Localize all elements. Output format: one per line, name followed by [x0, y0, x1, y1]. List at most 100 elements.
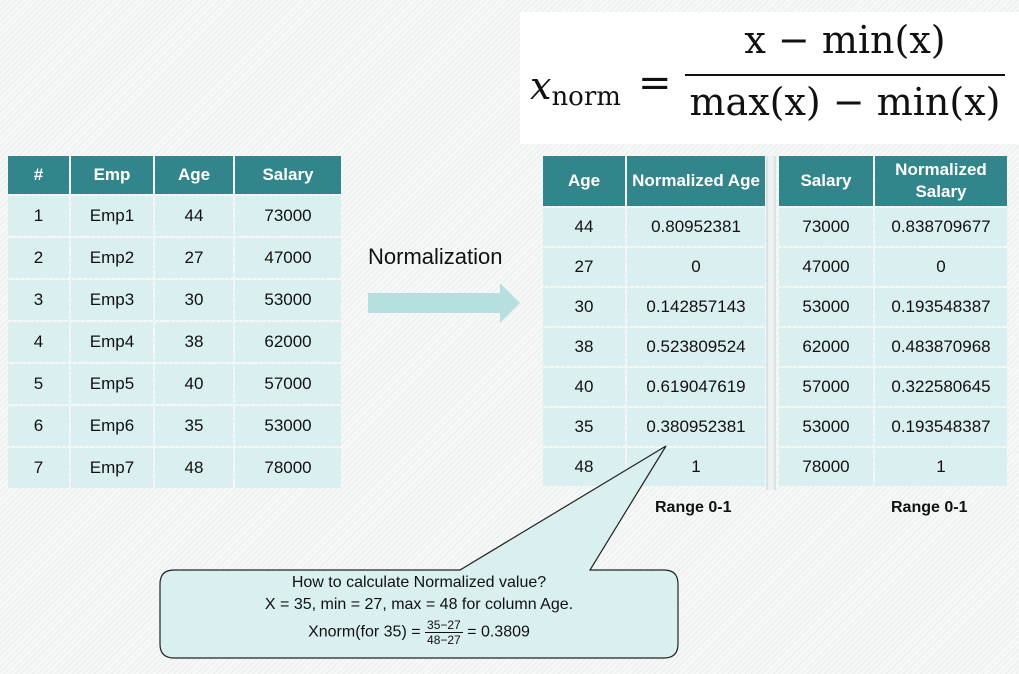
table-row: 38 0.523809524 [543, 328, 765, 366]
callout-line-3: Xnorm(for 35) = 35−27 48−27 = 0.3809 [160, 618, 678, 647]
formula-numerator: x − min(x) [744, 18, 946, 62]
table-cell: 48 [155, 448, 233, 488]
col-header-salary: Salary [235, 156, 341, 194]
table-cell: Emp2 [71, 238, 153, 278]
formula-lhs: xnorm [530, 64, 621, 112]
table-cell: 27 [155, 238, 233, 278]
table-cell: 53000 [235, 406, 341, 446]
table-cell: 47000 [235, 238, 341, 278]
table-cell: 62000 [779, 328, 873, 366]
table-cell: 78000 [235, 448, 341, 488]
table-row: 35 0.380952381 [543, 408, 765, 446]
table-cell: Emp6 [71, 406, 153, 446]
table-cell: 44 [155, 196, 233, 236]
table-cell: 4 [8, 322, 69, 362]
salary-range-label: Range 0-1 [891, 499, 968, 516]
table-cell: 0.193548387 [875, 288, 1007, 326]
table-cell: 5 [8, 364, 69, 404]
table-cell: 3 [8, 280, 69, 320]
table-cell: Emp7 [71, 448, 153, 488]
table-cell: 0.193548387 [875, 408, 1007, 446]
callout-fraction-num: 35−27 [425, 618, 463, 633]
col-header-index: # [8, 156, 69, 194]
formula-fraction-bar [685, 74, 1005, 76]
formula-denominator: max(x) − min(x) [689, 80, 1001, 124]
table-cell: 1 [875, 448, 1007, 486]
callout-line-3-prefix: Xnorm(for 35) = [308, 623, 421, 641]
table-cell: 73000 [235, 196, 341, 236]
formula-panel: xnorm = x − min(x) max(x) − min(x) [520, 12, 1019, 144]
table-row: 1 Emp1 44 73000 [8, 196, 341, 236]
table-row: 62000 0.483870968 [779, 328, 1007, 366]
table-cell: 78000 [779, 448, 873, 486]
table-cell: 0 [875, 248, 1007, 286]
table-cell: 47000 [779, 248, 873, 286]
table-row: 2 Emp2 27 47000 [8, 238, 341, 278]
col-header-age: Age [543, 156, 625, 206]
table-cell: Emp5 [71, 364, 153, 404]
normalized-age-table: Age Normalized Age 44 0.80952381 27 0 30 0.14… [541, 154, 767, 488]
right-arrow-icon [368, 283, 520, 323]
table-cell: 57000 [779, 368, 873, 406]
table-cell: 0.380952381 [627, 408, 765, 446]
normalized-salary-table: Salary Normalized Salary 73000 0.83870967… [777, 154, 1009, 488]
normalization-label: Normalization [368, 244, 503, 269]
table-row: 4 Emp4 38 62000 [8, 322, 341, 362]
table-row: 6 Emp6 35 53000 [8, 406, 341, 446]
table-row: 30 0.142857143 [543, 288, 765, 326]
table-row: 53000 0.193548387 [779, 288, 1007, 326]
callout-line-2: X = 35, min = 27, max = 48 for column Ag… [264, 596, 574, 613]
table-row: 5 Emp5 40 57000 [8, 364, 341, 404]
table-row: 27 0 [543, 248, 765, 286]
formula-equals: = [638, 60, 672, 106]
table-cell: 0.483870968 [875, 328, 1007, 366]
table-cell: 38 [543, 328, 625, 366]
table-cell: 38 [155, 322, 233, 362]
col-header-normalized-age: Normalized Age [627, 156, 765, 206]
table-cell: 0.619047619 [627, 368, 765, 406]
table-cell: 0.142857143 [627, 288, 765, 326]
table-cell: Emp1 [71, 196, 153, 236]
table-cell: 2 [8, 238, 69, 278]
table-cell: 6 [8, 406, 69, 446]
callout-fraction: 35−27 48−27 [425, 618, 463, 647]
table-row: 47000 0 [779, 248, 1007, 286]
table-row: 78000 1 [779, 448, 1007, 486]
table-cell: 0.523809524 [627, 328, 765, 366]
table-cell: 0.80952381 [627, 208, 765, 246]
age-range-label: Range 0-1 [655, 499, 732, 516]
table-cell: 40 [543, 368, 625, 406]
col-header-normalized-salary: Normalized Salary [875, 156, 1007, 206]
table-cell: 53000 [779, 408, 873, 446]
table-cell: 30 [543, 288, 625, 326]
table-cell: Emp3 [71, 280, 153, 320]
callout-line-1: How to calculate Normalized value? [291, 574, 547, 591]
table-row: 40 0.619047619 [543, 368, 765, 406]
callout-text: How to calculate Normalized value? X = 3… [160, 572, 678, 647]
table-cell: 53000 [235, 280, 341, 320]
col-header-emp: Emp [71, 156, 153, 194]
table-cell: 35 [155, 406, 233, 446]
table-row: 57000 0.322580645 [779, 368, 1007, 406]
table-cell: 62000 [235, 322, 341, 362]
table-row: 73000 0.838709677 [779, 208, 1007, 246]
table-separator [766, 156, 776, 490]
col-header-salary: Salary [779, 156, 873, 206]
table-cell: 0.322580645 [875, 368, 1007, 406]
table-cell: 44 [543, 208, 625, 246]
callout-line-3-suffix: = 0.3809 [467, 623, 530, 641]
col-header-age: Age [155, 156, 233, 194]
table-cell: 40 [155, 364, 233, 404]
callout-fraction-den: 48−27 [427, 633, 461, 647]
table-cell: 53000 [779, 288, 873, 326]
table-row: 7 Emp7 48 78000 [8, 448, 341, 488]
table-cell: 7 [8, 448, 69, 488]
table-row: 3 Emp3 30 53000 [8, 280, 341, 320]
table-cell: Emp4 [71, 322, 153, 362]
normalized-salary-header-text: Normalized Salary [895, 160, 987, 201]
table-row: 53000 0.193548387 [779, 408, 1007, 446]
table-cell: 73000 [779, 208, 873, 246]
table-cell: 0 [627, 248, 765, 286]
employee-table: # Emp Age Salary 1 Emp1 44 73000 2 Emp2 27 4700… [6, 154, 343, 490]
